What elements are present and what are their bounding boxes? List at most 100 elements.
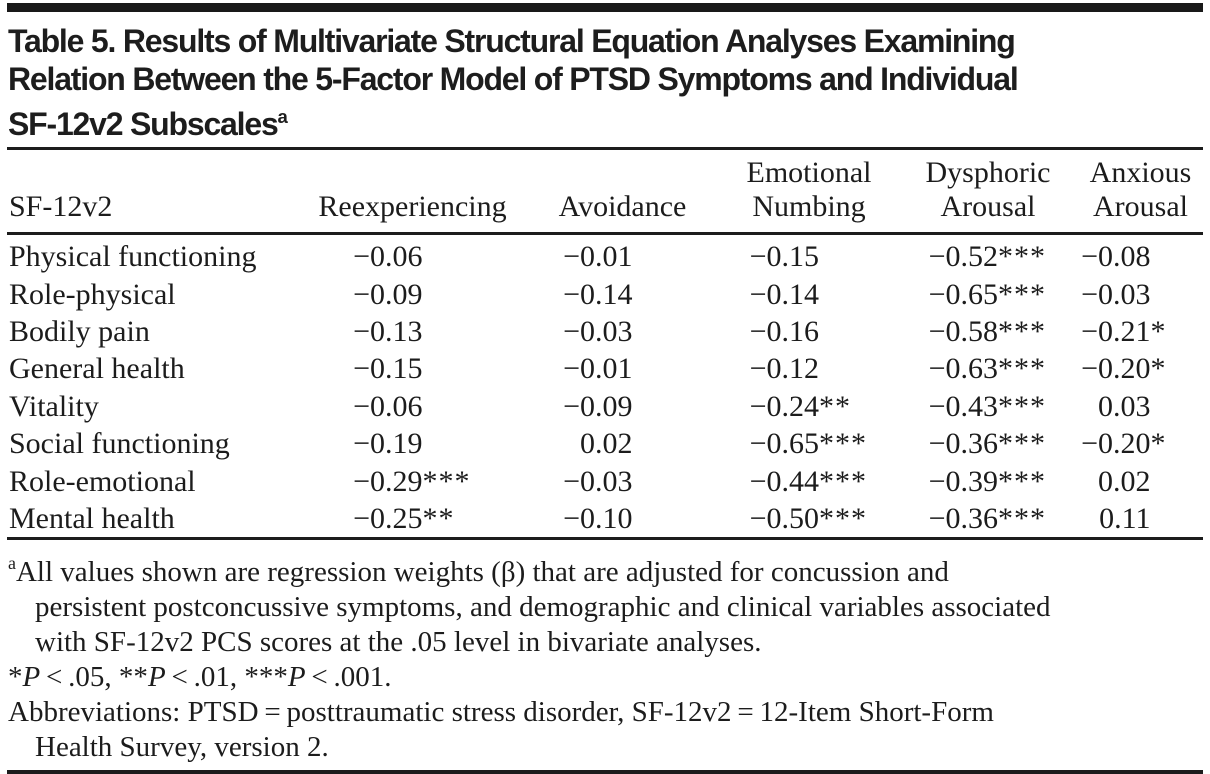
significance-stars: *** xyxy=(819,427,867,461)
beta-value: −0.14 xyxy=(563,277,633,311)
significance-stars: * xyxy=(1150,314,1167,348)
title-line: Table 5. Results of Multivariate Structu… xyxy=(8,23,1016,59)
significance-stars xyxy=(633,425,685,462)
table-row: Vitality −0.06 −0.09 −0.24 ** −0.43 *** 0.03 xyxy=(7,388,1203,425)
significance-stars: *** xyxy=(998,314,1046,348)
table-header: SF-12v2 Reexperiencing Avoidance Emotion… xyxy=(7,150,1203,236)
value-cell: −0.52 *** xyxy=(898,234,1078,276)
value-cell: −0.63 *** xyxy=(898,350,1078,387)
value-cell: −0.20 * xyxy=(1078,350,1203,387)
significance-stars: *** xyxy=(998,240,1046,274)
significance-stars xyxy=(819,276,871,313)
footnote-marker: a xyxy=(8,553,16,574)
beta-value: 0.02 xyxy=(1098,464,1151,498)
significance-stars xyxy=(633,463,685,500)
footnote-line: with SF-12v2 PCS scores at the .05 level… xyxy=(35,626,762,659)
beta-value: −0.24 xyxy=(749,389,819,423)
table-row: Social functioning −0.19 0.02 −0.65 *** −0.36… xyxy=(7,425,1203,462)
beta-value: −0.09 xyxy=(353,277,423,311)
significance-stars xyxy=(633,350,685,387)
significance-stars xyxy=(1151,238,1203,275)
table-row: Role-physical −0.09 −0.14 −0.14 −0.65 *** −0.0… xyxy=(7,276,1203,313)
beta-value: −0.50 xyxy=(749,502,819,535)
beta-value: −0.10 xyxy=(563,502,633,535)
column-header-avoidance: Avoidance xyxy=(525,150,720,236)
beta-value: −0.06 xyxy=(353,389,423,423)
value-cell: −0.65 *** xyxy=(898,276,1078,313)
significance-stars xyxy=(423,313,475,350)
beta-value: −0.65 xyxy=(749,427,819,461)
value-cell: −0.01 xyxy=(525,350,720,387)
value-cell: −0.09 xyxy=(525,388,720,425)
significance-stars xyxy=(633,500,685,537)
title-line: SF-12v2 Subscalesa xyxy=(8,106,288,143)
value-cell: −0.15 xyxy=(720,234,898,276)
significance-stars: *** xyxy=(422,464,471,498)
significance-stars xyxy=(1151,463,1203,500)
value-cell: −0.08 xyxy=(1078,234,1203,276)
value-cell: −0.24 ** xyxy=(720,388,898,425)
row-label: Social functioning xyxy=(9,427,230,461)
significance-stars: *** xyxy=(998,427,1046,461)
value-cell: 0.03 xyxy=(1078,388,1203,425)
top-rule-bar xyxy=(7,3,1203,12)
beta-value: −0.44 xyxy=(749,464,819,498)
significance-stars xyxy=(423,425,475,462)
value-cell: −0.15 xyxy=(300,350,525,387)
significance-text: < .05, ** xyxy=(40,661,148,694)
p-italic: P xyxy=(22,661,41,694)
value-cell: −0.14 xyxy=(720,276,898,313)
header-line: Anxious xyxy=(1089,156,1192,190)
title-footnote-marker: a xyxy=(277,106,288,127)
value-cell: −0.36 *** xyxy=(898,500,1078,539)
footnote-line: Health Survey, version 2. xyxy=(35,731,329,764)
row-label: General health xyxy=(9,352,185,386)
results-table: SF-12v2 Reexperiencing Avoidance Emotion… xyxy=(7,150,1203,540)
header-row: SF-12v2 Reexperiencing Avoidance Emotion… xyxy=(7,150,1203,236)
column-header-reexperiencing: Reexperiencing xyxy=(300,150,525,236)
beta-value: −0.58 xyxy=(928,314,998,348)
header-line: Arousal xyxy=(1093,190,1188,224)
value-cell: −0.50 *** xyxy=(720,500,898,539)
significance-stars xyxy=(423,388,475,425)
beta-value: −0.03 xyxy=(563,314,633,348)
footnote-line: persistent postconcussive symptoms, and … xyxy=(35,591,1051,624)
beta-value: −0.01 xyxy=(563,240,633,274)
beta-value: −0.12 xyxy=(749,352,819,386)
significance-stars xyxy=(819,350,871,387)
column-header-emotional-numbing: Emotional Numbing xyxy=(720,150,898,236)
column-header-sf12v2: SF-12v2 xyxy=(7,150,300,236)
significance-stars: ** xyxy=(819,389,851,423)
significance-stars xyxy=(633,388,685,425)
column-header-dysphoric-arousal: Dysphoric Arousal xyxy=(898,150,1078,236)
beta-value: −0.21 xyxy=(1081,314,1151,348)
beta-value: −0.01 xyxy=(563,352,633,386)
header-line: Avoidance xyxy=(558,190,687,224)
value-cell: −0.20 * xyxy=(1078,425,1203,462)
row-label: Physical functioning xyxy=(9,240,257,274)
table-row: Bodily pain −0.13 −0.03 −0.16 −0.58 *** −0.21 * xyxy=(7,313,1203,350)
footnote-significance: *P < .05, **P < .01, ***P < .001. xyxy=(8,660,1203,695)
value-cell: −0.12 xyxy=(720,350,898,387)
value-cell: −0.25 ** xyxy=(300,500,525,539)
significance-stars xyxy=(1151,500,1203,537)
value-cell: −0.10 xyxy=(525,500,720,539)
value-cell: −0.36 *** xyxy=(898,425,1078,462)
value-cell: −0.21 * xyxy=(1078,313,1203,350)
header-line: Reexperiencing xyxy=(318,190,507,224)
table-row: Mental health −0.25 ** −0.10 −0.50 *** −0.36 **… xyxy=(7,500,1203,539)
row-label: Mental health xyxy=(9,502,175,535)
beta-value: −0.43 xyxy=(928,389,998,423)
significance-stars: ** xyxy=(422,502,455,535)
beta-value: −0.25 xyxy=(353,502,423,535)
beta-value: −0.15 xyxy=(353,352,423,386)
bottom-rule xyxy=(7,770,1203,774)
beta-value: −0.36 xyxy=(928,427,998,461)
footnote-line: aAll values shown are regression weights… xyxy=(8,553,949,589)
header-line: Numbing xyxy=(752,190,866,224)
value-cell: 0.02 xyxy=(525,425,720,462)
beta-value: −0.09 xyxy=(563,389,633,423)
beta-value: −0.29 xyxy=(353,464,423,498)
beta-value: −0.63 xyxy=(928,352,998,386)
significance-stars xyxy=(633,276,685,313)
